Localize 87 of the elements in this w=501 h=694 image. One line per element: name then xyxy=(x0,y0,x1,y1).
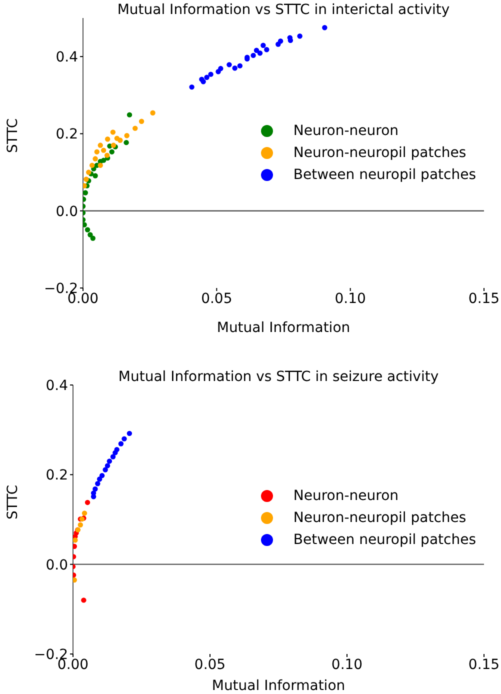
point xyxy=(86,170,92,175)
point xyxy=(254,48,260,53)
point xyxy=(118,441,124,446)
y-tick-label: 0.4 xyxy=(56,50,78,66)
point xyxy=(109,149,114,154)
point xyxy=(257,50,263,56)
point xyxy=(200,79,206,84)
point xyxy=(92,486,98,492)
point xyxy=(288,38,294,43)
point xyxy=(99,472,105,478)
point xyxy=(94,149,100,154)
point xyxy=(88,232,93,238)
legend-label: Neuron-neuron xyxy=(293,123,399,139)
point xyxy=(106,458,112,464)
y-tick-label: 0.2 xyxy=(56,126,78,143)
point xyxy=(104,463,110,468)
legend-label: Neuron-neuron xyxy=(293,488,399,504)
point xyxy=(104,136,110,142)
point xyxy=(208,72,214,77)
point xyxy=(96,476,102,482)
point xyxy=(92,173,98,178)
x-axis-title: Mutual Information xyxy=(212,678,346,694)
y-tick-label: 0.4 xyxy=(46,378,68,394)
legend-label: Neuron-neuropil patches xyxy=(293,145,466,161)
y-tick-label: 0.2 xyxy=(46,468,68,484)
x-tick-label: 0.15 xyxy=(468,290,500,307)
point xyxy=(84,227,90,232)
point xyxy=(104,152,110,158)
point xyxy=(98,162,103,168)
point xyxy=(124,133,130,138)
legend-label: Between neuropil patches xyxy=(293,532,476,548)
point xyxy=(73,538,78,543)
point xyxy=(102,467,108,472)
legend-label: Between neuropil patches xyxy=(293,167,476,183)
point xyxy=(189,84,194,90)
legend-label: Neuron-neuropil patches xyxy=(293,510,466,526)
point xyxy=(110,130,116,135)
x-tick-label: 0.05 xyxy=(201,290,232,307)
point xyxy=(138,118,144,124)
point xyxy=(114,136,120,141)
point xyxy=(84,500,90,506)
point xyxy=(92,156,98,162)
x-tick-label: 0.15 xyxy=(468,656,500,673)
point xyxy=(126,430,132,436)
point xyxy=(81,598,86,603)
point xyxy=(204,74,210,80)
x-tick-label: 0.05 xyxy=(194,656,226,673)
point xyxy=(112,450,118,456)
point xyxy=(264,47,270,52)
point xyxy=(83,190,88,196)
point xyxy=(78,522,83,528)
chart-title: Mutual Information vs STTC in interictal activity xyxy=(116,2,451,18)
point xyxy=(83,222,87,228)
y-axis-title: STTC xyxy=(4,118,21,153)
point xyxy=(132,126,138,131)
point xyxy=(218,66,224,72)
point xyxy=(110,454,116,460)
point xyxy=(98,142,103,148)
point xyxy=(322,25,328,30)
point xyxy=(89,162,95,168)
point xyxy=(150,110,156,116)
point xyxy=(226,62,232,68)
point xyxy=(122,436,127,442)
point xyxy=(232,66,238,71)
point xyxy=(260,42,266,48)
x-axis-title: Mutual Information xyxy=(216,320,350,336)
point xyxy=(100,148,106,153)
point xyxy=(90,494,96,500)
point xyxy=(237,63,243,68)
point xyxy=(73,544,77,549)
point xyxy=(90,236,96,241)
y-tick-label: 0.0 xyxy=(56,204,78,220)
point xyxy=(297,34,302,39)
y-tick-label: 0.0 xyxy=(46,557,68,574)
point xyxy=(83,183,87,188)
point xyxy=(250,52,256,58)
y-axis-title: STTC xyxy=(4,484,21,520)
chart-title: Mutual Information vs STTC in seizure activity xyxy=(117,369,440,385)
x-tick-label: 0.10 xyxy=(334,290,366,307)
point xyxy=(82,510,88,516)
x-tick-label: 0.10 xyxy=(331,656,363,673)
point xyxy=(100,158,106,163)
point xyxy=(278,38,284,44)
point xyxy=(126,112,132,118)
point xyxy=(84,176,89,182)
point xyxy=(124,140,129,146)
point xyxy=(95,481,100,486)
